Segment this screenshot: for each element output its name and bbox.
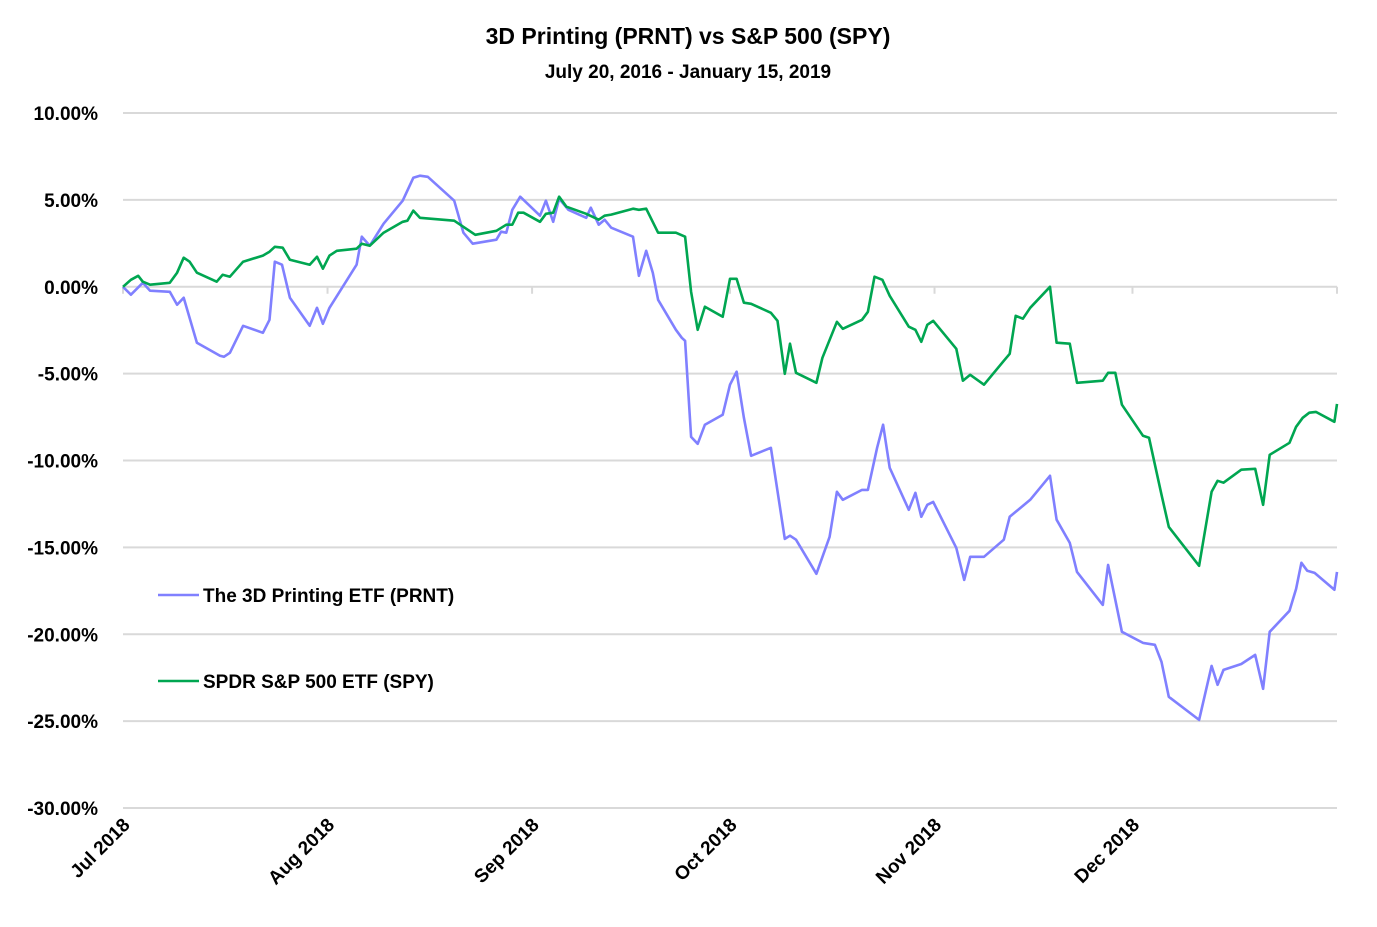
x-tick-label: Nov 2018 <box>872 815 946 889</box>
y-tick-label: 0.00% <box>44 278 98 299</box>
series-lines <box>122 174 1339 722</box>
x-tick-label: Sep 2018 <box>470 815 543 888</box>
legend: The 3D Printing ETF (PRNT) SPDR S&P 500 E… <box>158 586 454 693</box>
y-tick-label: -20.00% <box>27 625 98 646</box>
legend-label: The 3D Printing ETF (PRNT) <box>203 586 454 607</box>
y-tick-label: 5.00% <box>44 191 98 212</box>
chart-title: 3D Printing (PRNT) vs S&P 500 (SPY) <box>486 23 891 49</box>
x-tick-label: Oct 2018 <box>671 815 742 886</box>
chart-subtitle: July 20, 2016 - January 15, 2019 <box>545 62 831 83</box>
gridlines <box>123 112 1337 809</box>
y-tick-label: -10.00% <box>27 452 98 473</box>
series-line-prnt <box>122 174 1339 722</box>
y-tick-label: -30.00% <box>27 799 98 820</box>
y-tick-label: -25.00% <box>27 712 98 733</box>
series-line-spy <box>122 195 1339 568</box>
y-tick-label: 10.00% <box>34 104 99 125</box>
legend-label: SPDR S&P 500 ETF (SPY) <box>203 672 434 693</box>
y-tick-label: -15.00% <box>27 538 98 559</box>
y-tick-label: -5.00% <box>38 365 98 386</box>
y-axis: 10.00% 5.00% 0.00% -5.00% -10.00% -15.00% -20.… <box>27 104 98 820</box>
x-tick-label: Jul 2018 <box>67 815 135 883</box>
x-tick-label: Aug 2018 <box>264 815 339 890</box>
x-tick-label: Dec 2018 <box>1071 815 1144 888</box>
